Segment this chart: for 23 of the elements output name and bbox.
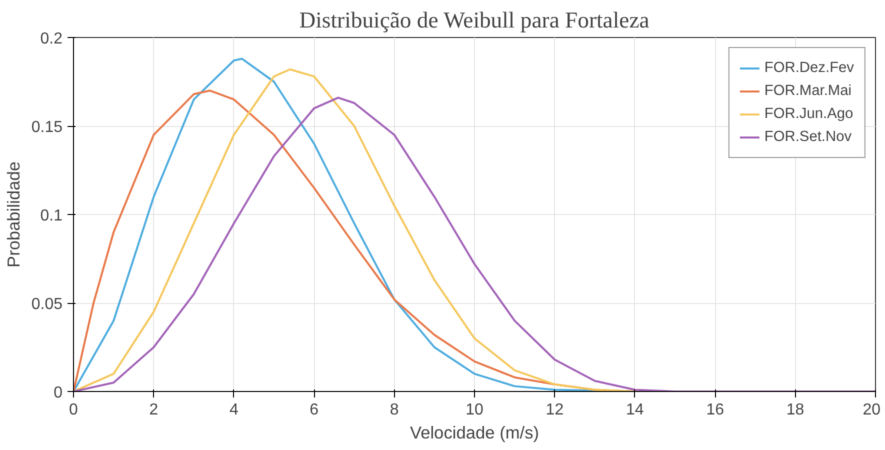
x-tick-label: 16 <box>706 402 724 418</box>
legend-label: FOR.Dez.Fev <box>764 60 854 76</box>
x-tick-label: 0 <box>69 402 78 418</box>
x-tick-label: 14 <box>626 402 644 418</box>
x-tick-label: 8 <box>390 402 399 418</box>
x-tick-label: 10 <box>466 402 484 418</box>
legend-label: FOR.Mar.Mai <box>764 83 852 99</box>
x-tick-label: 6 <box>310 402 319 418</box>
x-axis-title: Velocidade (m/s) <box>410 422 540 442</box>
y-tick-label: 0 <box>54 384 63 402</box>
x-tick-label: 18 <box>786 402 804 418</box>
x-tick-label: 2 <box>149 402 158 418</box>
x-tick-label: 12 <box>546 402 564 418</box>
y-tick-label: 0.05 <box>31 296 63 313</box>
y-tick-label: 0.1 <box>40 208 63 224</box>
legend-label: FOR.Set.Nov <box>764 129 852 145</box>
chart-title: Distribuição de Weibull para Fortaleza <box>299 8 650 32</box>
y-axis-title: Probabilidade <box>3 162 24 268</box>
x-tick-label: 4 <box>229 402 238 418</box>
y-tick-label: 0.2 <box>40 30 63 48</box>
y-tick-label: 0.15 <box>31 119 63 136</box>
legend-label: FOR.Jun.Ago <box>764 106 854 122</box>
x-tick-label: 20 <box>862 402 881 418</box>
